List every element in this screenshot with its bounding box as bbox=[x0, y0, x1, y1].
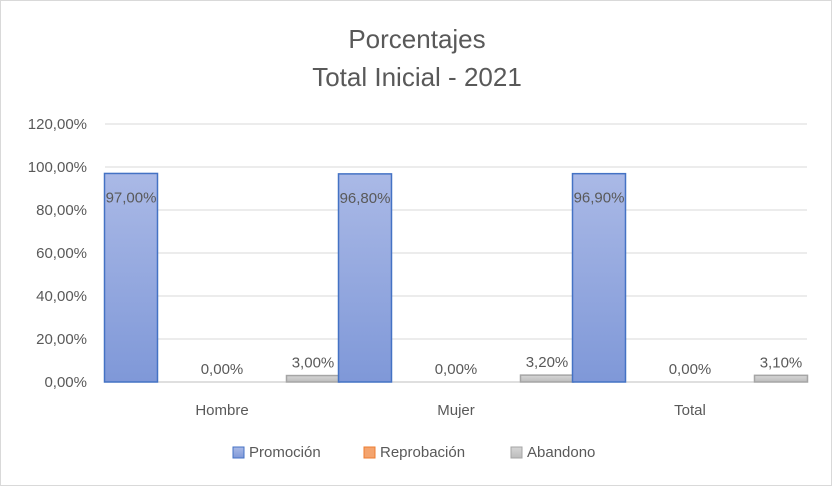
y-tick-label: 120,00% bbox=[28, 116, 87, 133]
legend-swatch bbox=[363, 446, 376, 459]
x-category-label: Total bbox=[674, 402, 706, 419]
y-tick-label: 100,00% bbox=[28, 159, 87, 176]
y-tick-label: 80,00% bbox=[36, 202, 87, 219]
data-label: 96,80% bbox=[340, 190, 391, 207]
data-label: 97,00% bbox=[106, 189, 157, 206]
y-tick-label: 20,00% bbox=[36, 331, 87, 348]
chart-title-line-1: Porcentajes bbox=[348, 24, 485, 54]
y-tick-label: 0,00% bbox=[44, 374, 87, 391]
bar-2-2 bbox=[753, 374, 809, 383]
legend-label: Promoción bbox=[249, 444, 321, 461]
data-label: 0,00% bbox=[435, 361, 478, 378]
data-label: 3,10% bbox=[760, 354, 803, 371]
x-category-label: Hombre bbox=[195, 402, 248, 419]
legend-swatch bbox=[510, 446, 523, 459]
y-tick-label: 40,00% bbox=[36, 288, 87, 305]
data-label: 3,20% bbox=[526, 354, 569, 371]
data-label: 0,00% bbox=[669, 361, 712, 378]
legend-label: Abandono bbox=[527, 444, 595, 461]
bar-0-1 bbox=[337, 173, 393, 383]
chart-title-line-2: Total Inicial - 2021 bbox=[312, 62, 522, 92]
x-category-label: Mujer bbox=[437, 402, 475, 419]
bar-2-1 bbox=[519, 374, 575, 383]
bar-2-0 bbox=[285, 374, 341, 383]
data-label: 96,90% bbox=[574, 190, 625, 207]
data-label: 3,00% bbox=[292, 355, 335, 372]
data-label: 0,00% bbox=[201, 361, 244, 378]
bar-0-0 bbox=[103, 172, 159, 383]
legend-label: Reprobación bbox=[380, 444, 465, 461]
legend-swatch bbox=[232, 446, 245, 459]
y-tick-label: 60,00% bbox=[36, 245, 87, 262]
bar-0-2 bbox=[571, 172, 627, 383]
